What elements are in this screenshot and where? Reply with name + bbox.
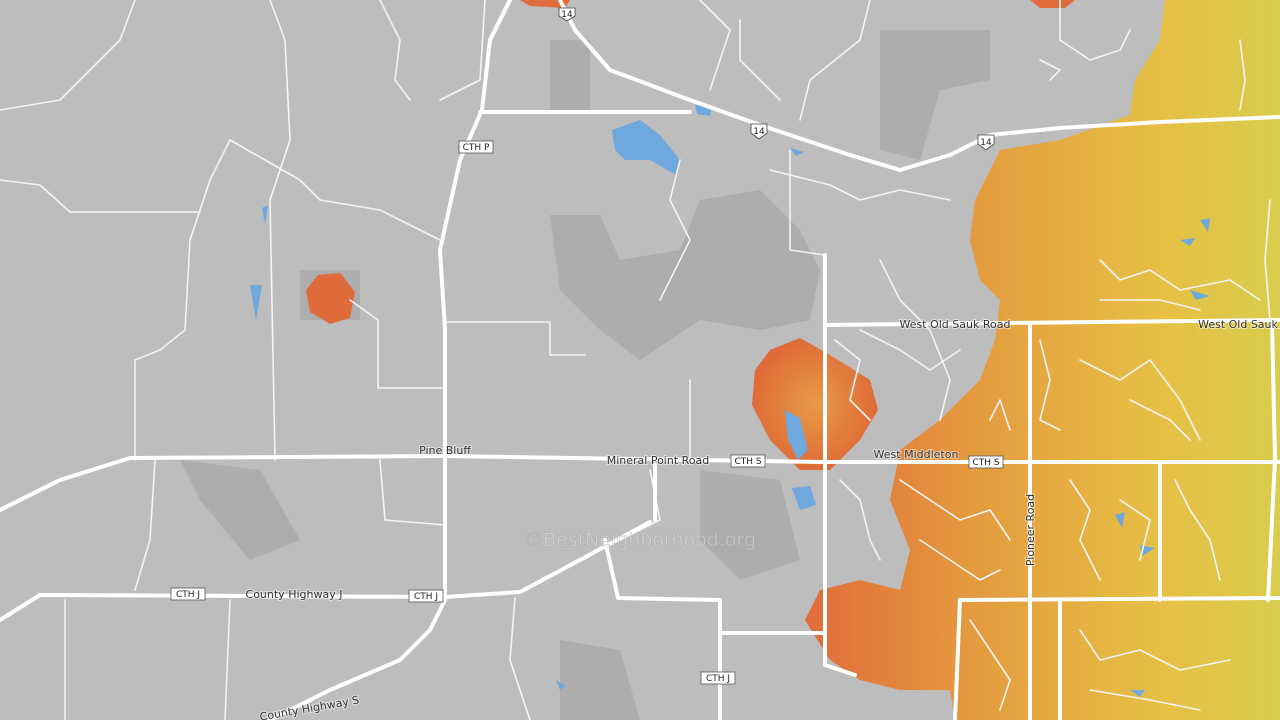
land-patches [180,30,990,720]
shield-label: CTH J [706,674,730,684]
shield [558,7,576,22]
place-label: Pine Bluff [419,444,471,457]
road-label: Pioneer Road [1024,494,1037,566]
shield-label: CTH S [972,458,999,468]
shield [408,589,444,603]
shield [730,454,766,468]
shields: CTH P 14 14 14 CTH S CTH S CTH J CTH J C… [170,7,1004,685]
shield-label: 14 [561,10,573,20]
shield-label: 14 [753,127,765,137]
shield [750,123,768,140]
shield [458,140,494,154]
shield-label: CTH J [176,590,200,600]
shield-label: 14 [980,138,992,148]
shield [700,671,736,685]
shield [170,587,206,601]
water [250,105,1210,697]
road-label: West Old Sauk Road [900,318,1011,331]
shield [968,455,1004,469]
road-label: County Highway J [246,588,343,601]
watermark: ©BestNeighborhood.org [524,529,756,551]
place-label: West Middleton [874,448,959,461]
shield-label: CTH P [463,143,490,153]
shield-label: CTH J [414,592,438,602]
shield-label: CTH S [734,457,761,467]
road-label: Mineral Point Road [607,454,710,467]
shield [977,134,995,151]
road-label: West Old Sauk [1198,318,1278,331]
